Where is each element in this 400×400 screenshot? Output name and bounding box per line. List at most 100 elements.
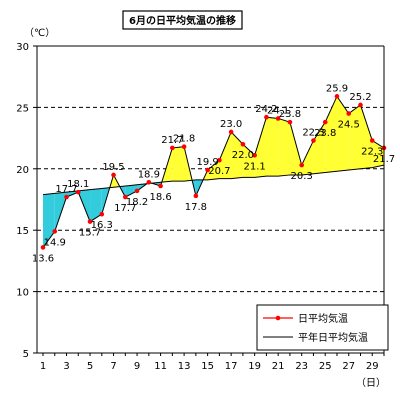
- data-point-day-28: [358, 102, 363, 108]
- data-point-day-23: [299, 162, 304, 168]
- x-tick-label-29: 29: [366, 361, 379, 372]
- y-tick-label-25: 25: [16, 103, 29, 114]
- y-axis-unit: （℃）: [24, 27, 55, 39]
- area-above-25-0: [325, 96, 337, 173]
- area-above-24-0: [313, 122, 326, 174]
- data-point-day-7: [111, 172, 116, 178]
- data-point-day-9: [134, 188, 140, 194]
- data-label-day-2: 14.9: [44, 237, 66, 248]
- x-axis-unit: （日）: [356, 377, 386, 389]
- data-label-day-24: 22.3: [302, 128, 324, 139]
- data-label-day-17: 23.0: [220, 119, 242, 130]
- data-point-day-10: [146, 180, 152, 185]
- data-point-day-11: [158, 183, 163, 189]
- data-point-day-1: [40, 245, 46, 250]
- y-tick-label-5: 5: [23, 349, 29, 360]
- area-above-15-0: [207, 160, 220, 180]
- data-point-day-26: [334, 94, 340, 99]
- data-label-day-10: 18.9: [138, 169, 160, 180]
- y-tick-label-30: 30: [16, 42, 29, 53]
- x-tick-label-1: 1: [40, 361, 46, 372]
- area-below-1-0: [43, 193, 55, 248]
- x-tick-label-27: 27: [342, 361, 355, 372]
- legend: 日平均気温 平年日平均気温: [256, 304, 389, 351]
- area-below-8-0: [125, 184, 138, 198]
- data-label-day-11: 18.6: [149, 192, 171, 203]
- x-tick-label-15: 15: [201, 361, 214, 372]
- legend-label-daily: 日平均気温: [298, 312, 348, 325]
- data-label-day-18: 22.0: [232, 150, 254, 161]
- data-point-day-20: [264, 114, 269, 120]
- x-tick-label-5: 5: [87, 361, 93, 372]
- y-tick-label-20: 20: [16, 165, 29, 176]
- data-point-day-5: [87, 219, 93, 224]
- data-points: [40, 94, 387, 250]
- data-label-day-27: 24.5: [338, 120, 360, 131]
- data-point-day-29: [369, 138, 375, 143]
- area-above-26-0: [336, 96, 349, 172]
- area-above-22-0: [289, 122, 302, 175]
- data-point-day-25: [322, 119, 328, 125]
- area-above-18-0: [242, 144, 255, 178]
- data-point-day-8: [123, 194, 128, 200]
- data-point-day-27: [346, 111, 352, 116]
- x-tick-label-21: 21: [272, 361, 285, 372]
- data-point-day-4: [75, 189, 81, 195]
- data-label-day-7: 19.5: [102, 162, 124, 173]
- x-tick-label-9: 9: [134, 361, 140, 372]
- data-label-day-26: 25.9: [326, 83, 348, 94]
- area-above-23-0: [301, 140, 314, 175]
- area-above-28-0: [360, 104, 373, 169]
- series-line-daily: [42, 95, 385, 248]
- data-point-day-19: [252, 152, 257, 158]
- area-above-21-0: [278, 118, 290, 177]
- data-label-day-22: 23.8: [279, 109, 301, 120]
- x-tick-label-17: 17: [225, 361, 238, 372]
- legend-item-normal: 平年日平均気温: [263, 331, 368, 344]
- data-label-day-4: 18.1: [67, 179, 89, 190]
- data-label-day-12: 21.7: [161, 135, 183, 146]
- x-tick-label-7: 7: [110, 361, 116, 372]
- data-label-day-16: 20.7: [208, 166, 230, 177]
- area-below-5-0: [90, 188, 102, 222]
- data-point-day-12: [170, 145, 175, 151]
- data-label-day-21: 24.1: [267, 105, 289, 116]
- area-above-29-0: [372, 140, 384, 168]
- data-point-day-6: [99, 211, 105, 217]
- data-label-day-28: 25.2: [349, 92, 371, 103]
- data-label-day-15: 19.9: [196, 157, 218, 168]
- legend-label-normal: 平年日平均気温: [298, 331, 368, 344]
- data-label-day-9: 18.2: [126, 197, 148, 208]
- x-tick-label-11: 11: [154, 361, 167, 372]
- data-point-day-3: [64, 194, 69, 200]
- area-above-20-0: [266, 117, 279, 177]
- data-label-day-20: 24.2: [255, 104, 277, 115]
- data-label-day-29: 22.3: [361, 147, 383, 158]
- area-above-17-0: [231, 131, 243, 179]
- x-tick-label-19: 19: [248, 361, 261, 372]
- legend-marker-daily: [275, 315, 281, 321]
- data-point-day-18: [240, 141, 246, 147]
- data-label-day-1: 13.6: [32, 253, 54, 264]
- y-tick-label-10: 10: [16, 288, 29, 299]
- data-label-day-25: 23.8: [314, 128, 336, 139]
- x-tick-label-25: 25: [319, 361, 332, 372]
- area-above-12-0: [172, 146, 185, 182]
- data-labels: 13.614.917.718.115.716.319.517.718.218.9…: [32, 83, 395, 264]
- x-tick-label-13: 13: [178, 361, 191, 372]
- chart-title: 6月の日平均気温の推移: [129, 14, 236, 27]
- y-tick-label-15: 15: [16, 226, 29, 237]
- series-line-normal: [42, 164, 385, 196]
- data-label-day-5: 15.7: [79, 228, 101, 239]
- data-point-day-21: [275, 116, 281, 121]
- data-point-day-14: [193, 193, 199, 199]
- data-label-day-3: 17.7: [55, 184, 77, 195]
- series-lines: [42, 95, 385, 248]
- data-point-day-22: [287, 119, 293, 125]
- data-point-day-2: [52, 229, 58, 234]
- x-tick-label-3: 3: [63, 361, 69, 372]
- data-point-day-24: [311, 138, 316, 143]
- area-above-19-0: [254, 117, 267, 178]
- area-above-16-0: [219, 131, 232, 179]
